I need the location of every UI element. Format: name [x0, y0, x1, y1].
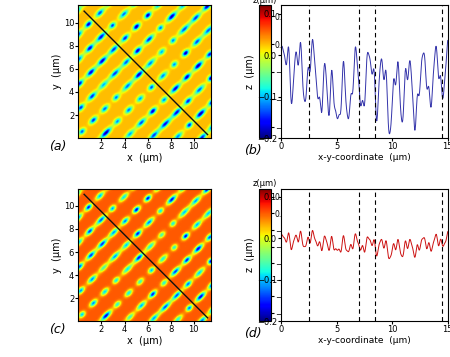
Y-axis label: z  (μm): z (μm) — [245, 54, 255, 89]
Text: (d): (d) — [244, 327, 262, 340]
Y-axis label: y  (μm): y (μm) — [52, 237, 62, 273]
Text: (a): (a) — [49, 140, 67, 153]
Title: z(μm): z(μm) — [253, 0, 277, 5]
Title: z(μm): z(μm) — [253, 179, 277, 188]
Text: (b): (b) — [244, 144, 262, 157]
X-axis label: x-y-coordinate  (μm): x-y-coordinate (μm) — [318, 336, 411, 345]
X-axis label: x-y-coordinate  (μm): x-y-coordinate (μm) — [318, 153, 411, 162]
Y-axis label: y  (μm): y (μm) — [52, 54, 62, 89]
X-axis label: x  (μm): x (μm) — [127, 153, 162, 163]
Y-axis label: z  (μm): z (μm) — [245, 238, 255, 272]
X-axis label: x  (μm): x (μm) — [127, 336, 162, 346]
Text: (c): (c) — [49, 323, 66, 336]
